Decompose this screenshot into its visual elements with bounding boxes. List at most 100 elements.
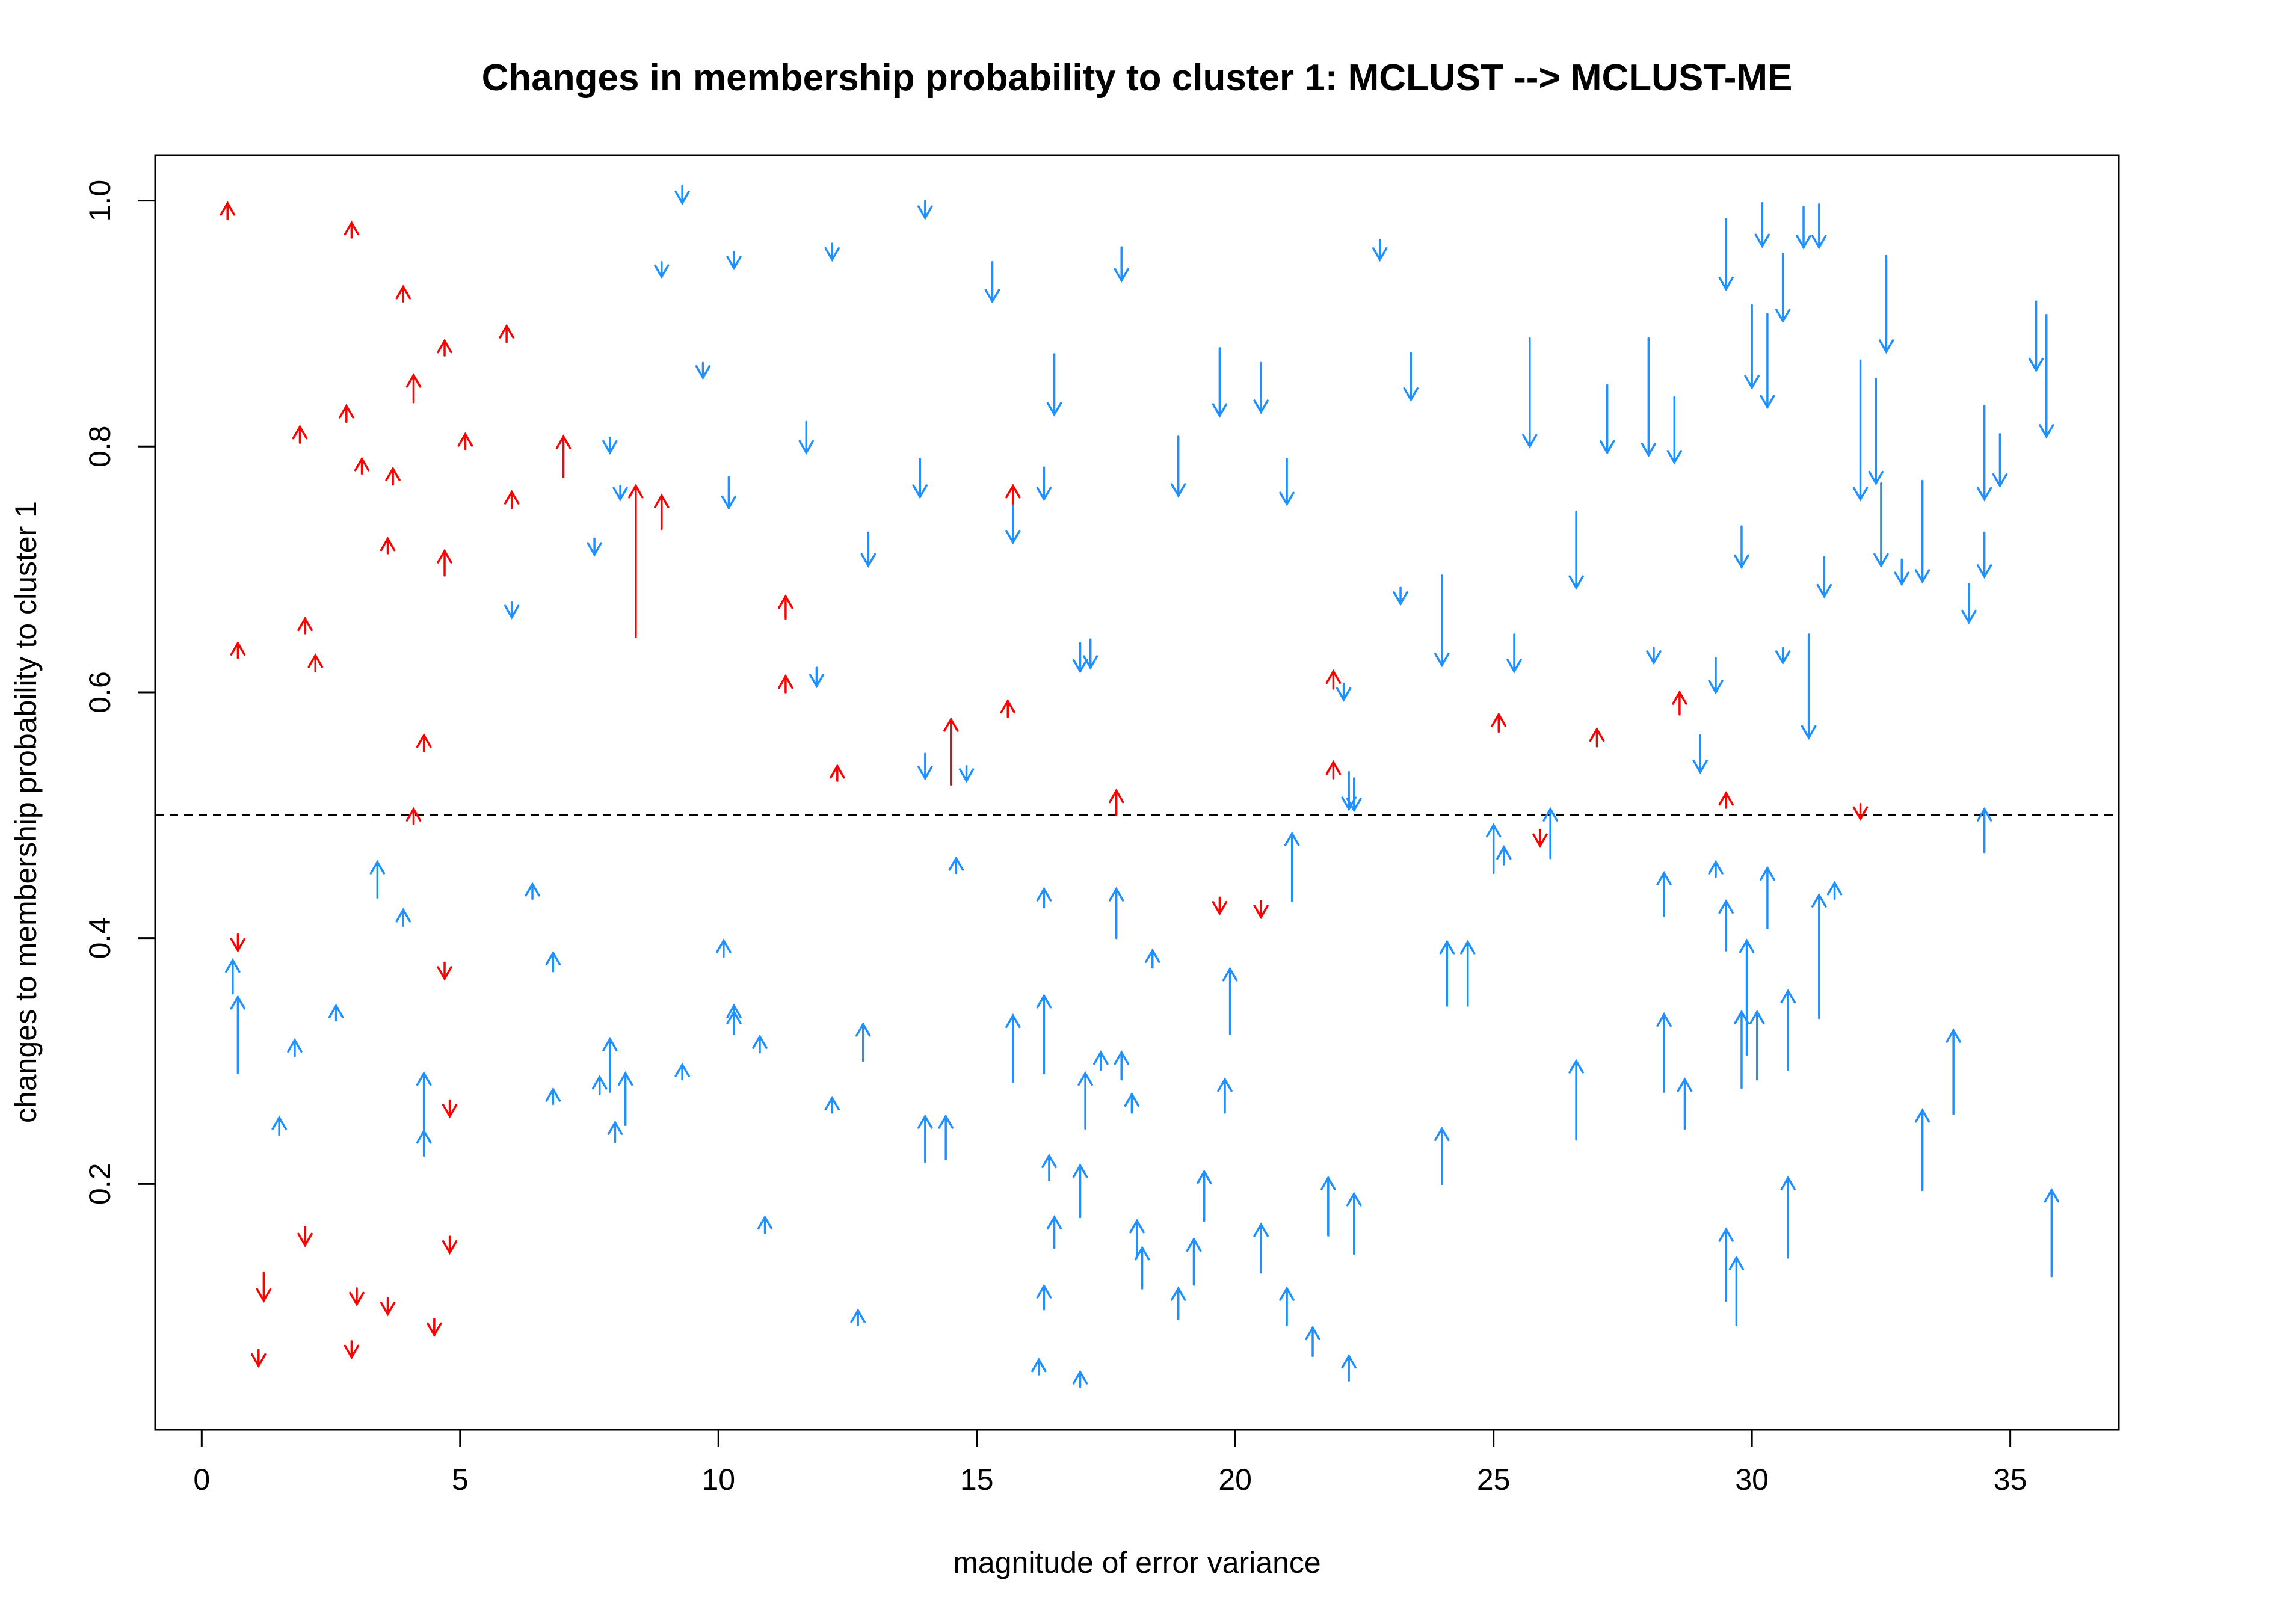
arrow-mark (1744, 304, 1760, 390)
y-tick-label: 0.4 (83, 917, 117, 959)
arrow-head (1718, 276, 1734, 292)
arrow-mark (1341, 1353, 1357, 1382)
arrow-head (1212, 900, 1228, 916)
arrow-mark (1816, 556, 1832, 599)
arrow-mark (587, 537, 602, 557)
arrow-mark (271, 1115, 287, 1136)
arrow-head (297, 1232, 313, 1247)
arrow-head (457, 432, 473, 447)
arrow-mark (1279, 1286, 1295, 1327)
y-axis: 0.2 0.4 0.6 0.8 1.0 (83, 180, 156, 1205)
arrow-mark (380, 1297, 396, 1317)
arrow-mark (1728, 1255, 1745, 1327)
arrow-head (297, 616, 313, 632)
arrow-mark (1046, 1214, 1062, 1249)
arrow-head (1093, 1050, 1109, 1065)
arrow-mark (1036, 1284, 1052, 1311)
arrow-head (1868, 470, 1884, 486)
arrow-head (1718, 791, 1734, 806)
arrow-head (1217, 1077, 1233, 1092)
arrow-head (1811, 893, 1827, 908)
arrow-mark (1114, 246, 1129, 283)
arrow-head (442, 1240, 458, 1255)
arrow-head (1036, 1284, 1052, 1299)
arrow-head (1852, 487, 1869, 502)
arrow-head (602, 1036, 618, 1052)
arrow-head (1320, 1175, 1336, 1190)
arrow-mark (416, 1071, 432, 1131)
arrow-head (1046, 402, 1062, 417)
arrow-head (695, 365, 711, 380)
arrow-mark (948, 856, 964, 875)
arrow-head (1114, 268, 1129, 283)
arrow-head (1718, 1227, 1734, 1242)
arrow-head (1976, 564, 1992, 579)
arrow-mark (328, 1003, 344, 1022)
arrow-head (1754, 233, 1770, 248)
arrow-mark (354, 457, 370, 475)
arrow-mark (1346, 777, 1362, 813)
arrow-mark (1677, 1077, 1693, 1130)
arrow-mark (1672, 690, 1687, 716)
arrow-head (1708, 680, 1724, 695)
arrow-mark (830, 764, 845, 782)
arrow-mark (1253, 361, 1269, 414)
arrow-head (2044, 1188, 2060, 1203)
arrow-mark (1852, 803, 1869, 821)
arrow-mark (1811, 893, 1827, 1020)
arrow-mark (1656, 870, 1672, 917)
arrow-mark (628, 484, 644, 638)
arrow-mark (344, 1340, 360, 1359)
arrow-mark (617, 1071, 633, 1126)
arrow-head (1852, 806, 1869, 821)
arrow-mark (1589, 727, 1605, 748)
arrow-mark (251, 1349, 267, 1368)
arrow-head (1077, 1071, 1093, 1086)
arrow-mark (984, 261, 1000, 304)
arrow-mark (1196, 1169, 1212, 1222)
arrow-head (1403, 387, 1419, 402)
arrow-mark (307, 653, 324, 672)
arrow-mark (2038, 313, 2054, 439)
arrow-mark (395, 908, 411, 927)
arrow-mark (1826, 881, 1843, 900)
arrow-head (525, 882, 540, 897)
arrow-head (220, 201, 236, 216)
arrow-mark (1082, 638, 1098, 670)
arrow-head (726, 1003, 742, 1018)
arrow-head (1114, 1050, 1129, 1065)
arrow-mark (1129, 1219, 1145, 1259)
arrow-head (1811, 235, 1827, 250)
arrow-head (1005, 1013, 1021, 1029)
arrow-mark (1005, 1013, 1021, 1083)
arrow-head (798, 440, 815, 455)
arrow-mark (1656, 1012, 1672, 1093)
arrow-head (1325, 669, 1342, 684)
arrow-mark (917, 199, 933, 220)
arrow-mark (1646, 647, 1662, 665)
arrow-mark (380, 537, 396, 555)
arrow-head (442, 1104, 458, 1119)
arrow-mark (1253, 1222, 1269, 1274)
arrow-mark (405, 373, 422, 404)
arrow-head (587, 542, 602, 557)
arrow-mark (1496, 844, 1512, 866)
arrow-mark (1434, 574, 1450, 668)
arrow-mark (752, 1034, 768, 1054)
arrow-head (1728, 1255, 1745, 1270)
arrow-mark (778, 674, 793, 694)
arrow-head (1568, 1059, 1584, 1074)
arrow-head (860, 553, 877, 568)
arrow-head (1801, 725, 1817, 740)
arrow-mark (1760, 312, 1775, 410)
arrow-head (850, 1308, 866, 1323)
x-tick-label: 15 (960, 1463, 994, 1496)
x-axis-label: magnitude of error variance (953, 1546, 1320, 1579)
arrow-head (1000, 698, 1016, 714)
arrow-head (948, 856, 964, 871)
arrow-head (726, 256, 742, 271)
arrow-head (1393, 591, 1408, 606)
arrow-mark (2044, 1188, 2060, 1278)
arrow-head (1341, 1353, 1357, 1369)
arrow-mark (1031, 1358, 1047, 1376)
